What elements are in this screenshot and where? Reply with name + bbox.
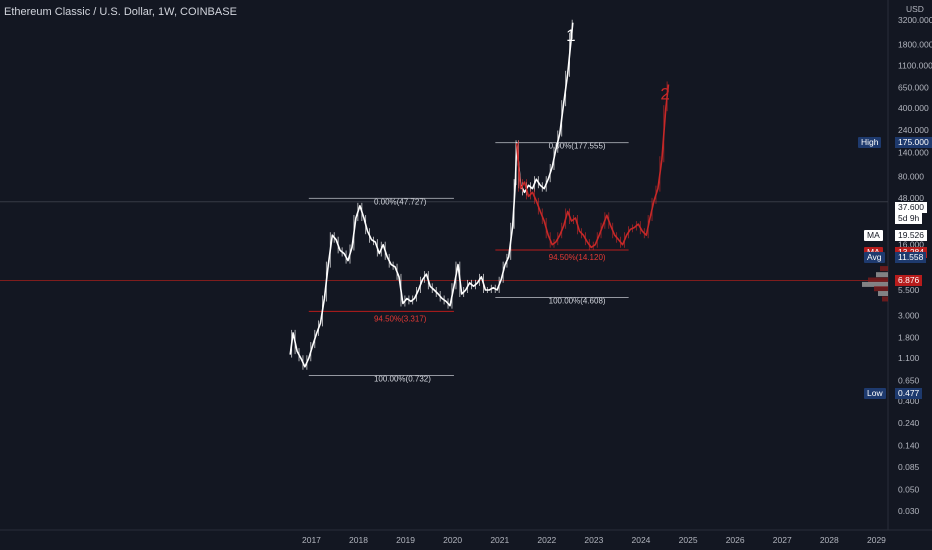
- price-badge-label: Low: [864, 387, 886, 399]
- x-tick-label: 2021: [490, 535, 509, 545]
- y-tick-label: 0.240: [898, 418, 920, 428]
- y-tick-label: 3.000: [898, 311, 920, 321]
- price-badge-countdown: 5d 9h: [895, 213, 923, 225]
- x-tick-label: 2026: [726, 535, 745, 545]
- x-tick-label: 2024: [631, 535, 650, 545]
- y-tick-label: 0.030: [898, 506, 920, 516]
- x-tick-label: 2017: [302, 535, 321, 545]
- price-badge-value: 6.876: [895, 274, 923, 286]
- price-badge-value: 0.477: [895, 387, 923, 399]
- price-badge-value: 37.600: [895, 202, 927, 214]
- price-badge-value: 13.284: [895, 246, 927, 258]
- x-tick-label: 2020: [443, 535, 462, 545]
- y-tick-label: 5.500: [898, 285, 920, 295]
- y-tick-label: 0.140: [898, 441, 920, 451]
- price-badge-value: 175.000: [895, 137, 932, 149]
- wave-label-1: 1: [566, 26, 575, 45]
- price-badge-value: 11.558: [895, 252, 927, 264]
- y-tick-label: 0.400: [898, 396, 920, 406]
- wave-label-2: 2: [660, 85, 669, 104]
- price-badge-value: 19.526: [895, 230, 927, 242]
- series-line-1: [515, 84, 670, 249]
- y-tick-label: 0.050: [898, 484, 920, 494]
- x-tick-label: 2025: [679, 535, 698, 545]
- y-tick-label: 650.000: [898, 83, 929, 93]
- y-tick-label: 0.650: [898, 376, 920, 386]
- y-tick-label: 1.800: [898, 332, 920, 342]
- y-unit-label: USD: [906, 4, 924, 14]
- volume-profile-bar: [874, 286, 888, 292]
- x-tick-label: 2019: [396, 535, 415, 545]
- fib-level-label-4: 94.50%(14.120): [549, 253, 606, 262]
- y-tick-label: 16.000: [898, 240, 924, 250]
- price-badge-label: Avg: [864, 252, 885, 264]
- x-tick-label: 2027: [773, 535, 792, 545]
- y-tick-label: 1.100: [898, 353, 920, 363]
- volume-profile-bar: [868, 277, 888, 283]
- fib-level-label-3: 0.00%(177.555): [549, 142, 606, 151]
- x-tick-label: 2022: [537, 535, 556, 545]
- y-tick-label: 80.000: [898, 171, 924, 181]
- y-tick-label: 1800.000: [898, 39, 932, 49]
- volume-profile-bar: [876, 272, 888, 278]
- y-tick-label: 140.000: [898, 148, 929, 158]
- y-tick-label: 400.000: [898, 103, 929, 113]
- y-tick-label: 240.000: [898, 125, 929, 135]
- series-line-0: [289, 22, 574, 368]
- y-tick-label: 48.000: [898, 193, 924, 203]
- x-tick-label: 2028: [820, 535, 839, 545]
- fib-level-label-5: 100.00%(4.608): [549, 296, 606, 305]
- price-badge-label: MA: [864, 230, 883, 242]
- y-tick-label: 1100.000: [898, 60, 932, 70]
- fib-level-label-2: 100.00%(0.732): [374, 375, 431, 384]
- volume-profile-bar: [882, 296, 888, 302]
- fib-level-label-0: 0.00%(47.727): [374, 197, 427, 206]
- volume-profile-bar: [862, 281, 888, 287]
- price-badge-label: High: [858, 137, 882, 149]
- fib-level-label-1: 94.50%(3.317): [374, 314, 427, 323]
- x-tick-label: 2029: [867, 535, 886, 545]
- y-tick-label: 3200.000: [898, 15, 932, 25]
- chart-title: Ethereum Classic / U.S. Dollar, 1W, COIN…: [4, 6, 237, 18]
- x-tick-label: 2023: [584, 535, 603, 545]
- volume-profile-bar: [878, 291, 888, 297]
- volume-profile-bar: [880, 266, 888, 272]
- price-badge-label: MA: [864, 246, 883, 258]
- x-tick-label: 2018: [349, 535, 368, 545]
- y-tick-label: 0.085: [898, 462, 920, 472]
